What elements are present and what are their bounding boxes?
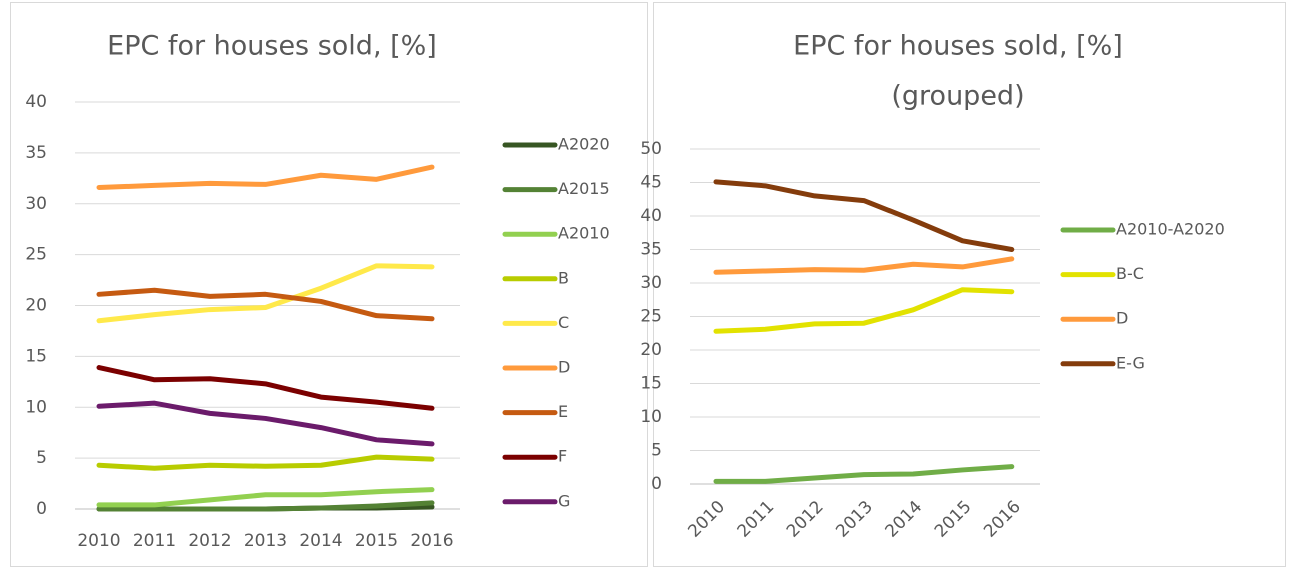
series-line [96, 487, 435, 508]
chart-title: EPC for houses sold, [%] [107, 31, 437, 62]
legend-label: B [558, 268, 569, 287]
series-line [96, 400, 435, 447]
legend-label: A2010-A2020 [1116, 220, 1225, 239]
series-line [96, 500, 435, 512]
legend-label: D [1116, 309, 1128, 328]
y-tick-label: 5 [36, 448, 47, 468]
y-tick-label: 25 [640, 307, 662, 327]
y-tick-label: 10 [640, 407, 662, 427]
series-line [96, 365, 435, 411]
y-tick-label: 50 [640, 139, 662, 159]
series-line [96, 454, 435, 471]
y-tick-label: 0 [36, 499, 47, 519]
y-tick-label: 10 [25, 397, 47, 417]
chart-frame [653, 2, 1286, 567]
y-tick-label: 25 [25, 245, 47, 265]
x-tick-label: 2010 [77, 531, 120, 551]
legend-label: E [558, 402, 568, 421]
legend-label: A2020 [558, 135, 610, 154]
legend-label: G [558, 491, 570, 510]
series-line [713, 287, 1015, 334]
series-line [96, 263, 435, 324]
x-tick-label: 2013 [244, 531, 287, 551]
series-line [713, 256, 1015, 275]
series-line [713, 464, 1015, 484]
x-tick-label: 2016 [410, 531, 453, 551]
y-tick-label: 15 [640, 374, 662, 394]
y-tick-label: 15 [25, 346, 47, 366]
y-tick-label: 40 [25, 92, 47, 112]
legend-label: A2010 [558, 224, 610, 243]
chart-title: EPC for houses sold, [%] [793, 31, 1123, 62]
series-line [96, 164, 435, 190]
x-tick-label: 2015 [355, 531, 398, 551]
legend-label: F [558, 447, 567, 466]
y-tick-label: 30 [640, 273, 662, 293]
y-tick-label: 35 [640, 240, 662, 260]
legend-label: D [558, 358, 570, 377]
x-tick-label: 2012 [188, 531, 231, 551]
legend-label: B-C [1116, 264, 1144, 283]
y-tick-label: 30 [25, 194, 47, 214]
x-tick-label: 2014 [299, 531, 342, 551]
x-tick-label: 2011 [133, 531, 176, 551]
series-line [96, 287, 435, 322]
y-tick-label: 20 [25, 296, 47, 316]
legend-label: C [558, 313, 569, 332]
legend-label: A2015 [558, 179, 610, 198]
y-tick-label: 45 [640, 173, 662, 193]
chart-subtitle: (grouped) [891, 81, 1024, 112]
series-line [713, 179, 1015, 252]
y-tick-label: 35 [25, 143, 47, 163]
y-tick-label: 5 [651, 441, 662, 461]
y-tick-label: 40 [640, 206, 662, 226]
y-tick-label: 0 [651, 474, 662, 494]
y-tick-label: 20 [640, 340, 662, 360]
legend-label: E-G [1116, 353, 1145, 372]
